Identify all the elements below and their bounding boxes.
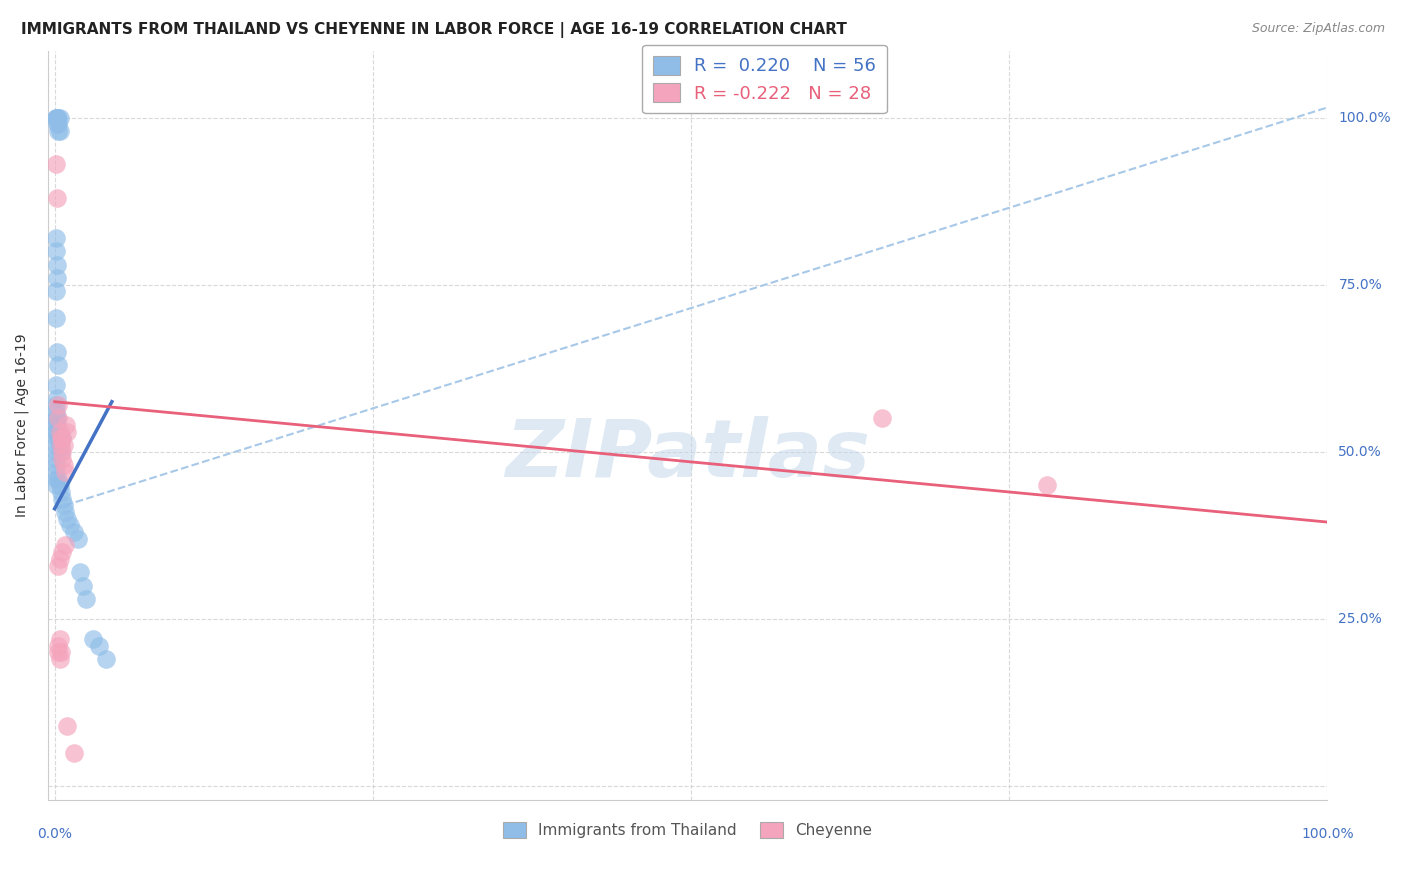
Point bbox=[48, 117, 70, 131]
Point bbox=[49, 445, 72, 459]
Point bbox=[46, 117, 69, 131]
Text: ZIPatlas: ZIPatlas bbox=[505, 416, 870, 494]
Point bbox=[51, 545, 73, 559]
Point bbox=[48, 639, 70, 653]
Point bbox=[82, 632, 104, 646]
Point bbox=[48, 432, 70, 446]
Text: 100.0%: 100.0% bbox=[1339, 111, 1391, 125]
Point bbox=[46, 418, 69, 433]
Point bbox=[45, 311, 67, 326]
Point bbox=[55, 418, 77, 433]
Text: 75.0%: 75.0% bbox=[1339, 277, 1382, 292]
Point bbox=[62, 525, 84, 540]
Point bbox=[45, 244, 67, 259]
Point bbox=[45, 405, 67, 419]
Point bbox=[45, 465, 67, 479]
Text: IMMIGRANTS FROM THAILAND VS CHEYENNE IN LABOR FORCE | AGE 16-19 CORRELATION CHAR: IMMIGRANTS FROM THAILAND VS CHEYENNE IN … bbox=[21, 22, 846, 38]
Point bbox=[62, 746, 84, 760]
Point bbox=[48, 478, 70, 492]
Point bbox=[48, 632, 70, 646]
Point bbox=[66, 532, 89, 546]
Point bbox=[94, 652, 117, 666]
Point bbox=[49, 432, 72, 446]
Point bbox=[51, 432, 73, 446]
Point bbox=[48, 438, 70, 452]
Point bbox=[49, 438, 72, 452]
Point bbox=[45, 285, 67, 299]
Point bbox=[45, 472, 67, 486]
Point bbox=[48, 472, 70, 486]
Text: 0.0%: 0.0% bbox=[37, 827, 72, 841]
Point bbox=[46, 344, 69, 359]
Point bbox=[53, 539, 76, 553]
Point bbox=[45, 418, 67, 433]
Text: 50.0%: 50.0% bbox=[1339, 445, 1382, 458]
Point bbox=[48, 645, 70, 659]
Point bbox=[45, 451, 67, 466]
Text: Source: ZipAtlas.com: Source: ZipAtlas.com bbox=[1251, 22, 1385, 36]
Y-axis label: In Labor Force | Age 16-19: In Labor Force | Age 16-19 bbox=[15, 334, 30, 517]
Point bbox=[45, 231, 67, 245]
Point bbox=[870, 411, 893, 425]
Point bbox=[51, 451, 73, 466]
Legend: Immigrants from Thailand, Cheyenne: Immigrants from Thailand, Cheyenne bbox=[498, 816, 879, 845]
Point bbox=[72, 578, 94, 592]
Point bbox=[46, 258, 69, 272]
Point bbox=[48, 111, 70, 125]
Point bbox=[48, 425, 70, 439]
Point bbox=[69, 565, 91, 579]
Point bbox=[45, 445, 67, 459]
Point bbox=[46, 271, 69, 285]
Point bbox=[48, 398, 70, 412]
Point bbox=[48, 124, 70, 138]
Point bbox=[48, 111, 70, 125]
Point bbox=[46, 111, 69, 125]
Point bbox=[48, 358, 70, 372]
Point bbox=[45, 425, 67, 439]
Point bbox=[45, 458, 67, 473]
Point bbox=[45, 111, 67, 125]
Point bbox=[52, 458, 75, 473]
Point bbox=[46, 411, 69, 425]
Point bbox=[75, 591, 97, 606]
Point bbox=[45, 111, 67, 125]
Text: 100.0%: 100.0% bbox=[1301, 827, 1354, 841]
Point bbox=[59, 518, 82, 533]
Point bbox=[45, 432, 67, 446]
Point bbox=[48, 652, 70, 666]
Point bbox=[49, 645, 72, 659]
Point bbox=[53, 505, 76, 519]
Point bbox=[45, 378, 67, 392]
Point bbox=[46, 191, 69, 205]
Point bbox=[48, 558, 70, 573]
Point bbox=[45, 157, 67, 171]
Point bbox=[52, 499, 75, 513]
Point bbox=[46, 425, 69, 439]
Point bbox=[89, 639, 111, 653]
Point bbox=[51, 491, 73, 506]
Point bbox=[45, 411, 67, 425]
Point bbox=[48, 411, 70, 425]
Text: 25.0%: 25.0% bbox=[1339, 612, 1382, 626]
Point bbox=[48, 551, 70, 566]
Point bbox=[56, 719, 79, 733]
Point bbox=[1036, 478, 1059, 492]
Point bbox=[56, 512, 79, 526]
Point bbox=[48, 124, 70, 138]
Point bbox=[45, 438, 67, 452]
Point bbox=[45, 398, 67, 412]
Point bbox=[45, 478, 67, 492]
Point bbox=[51, 445, 73, 459]
Point bbox=[52, 438, 75, 452]
Point bbox=[51, 432, 73, 446]
Point bbox=[49, 485, 72, 500]
Point bbox=[46, 392, 69, 406]
Point bbox=[56, 425, 79, 439]
Point bbox=[53, 465, 76, 479]
Point bbox=[46, 111, 69, 125]
